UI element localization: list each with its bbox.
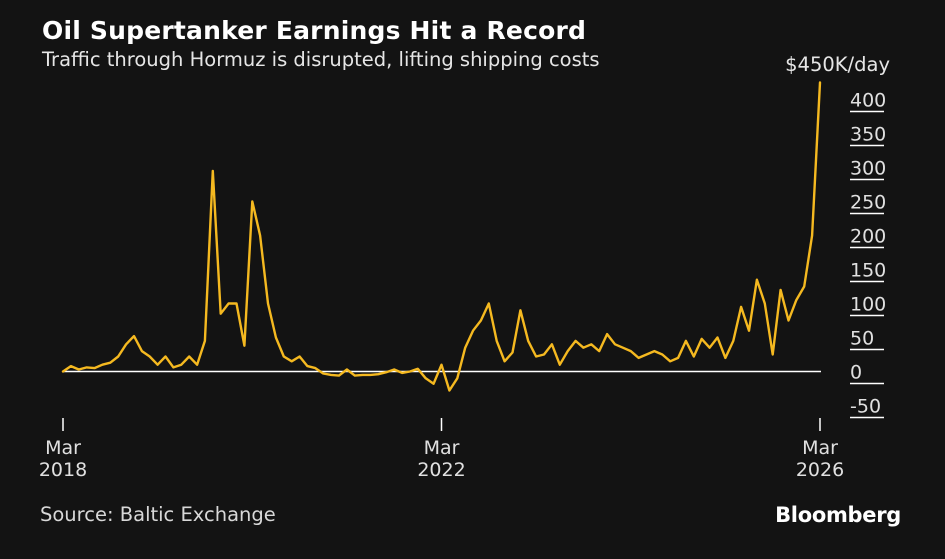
chart-subtitle: Traffic through Hormuz is disrupted, lif…	[42, 48, 600, 71]
x-tick-label: 2026	[796, 459, 844, 481]
y-tick-label: 250	[850, 192, 886, 214]
x-tick-label: Mar	[45, 437, 81, 459]
y-axis: 400 350 300 250 200 150 100 50 0 -50	[850, 90, 886, 419]
y-tick-label: 350	[850, 124, 886, 146]
source-note: Source: Baltic Exchange	[40, 503, 276, 526]
chart-title: Oil Supertanker Earnings Hit a Record	[42, 16, 587, 45]
earnings-series-line	[61, 81, 822, 392]
x-tick-label: Mar	[424, 437, 460, 459]
x-tick-label: Mar	[802, 437, 838, 459]
x-tick-label: 2018	[39, 459, 87, 481]
y-tick-label: 150	[850, 260, 886, 282]
y-tick-label: 200	[850, 226, 886, 248]
x-tick-label: 2022	[417, 459, 465, 481]
y-tick-label: -50	[850, 396, 881, 418]
y-tick-label: 300	[850, 158, 886, 180]
y-tick-label: 0	[850, 362, 862, 384]
bloomberg-logo: Bloomberg	[775, 503, 901, 527]
y-tick-label: 400	[850, 90, 886, 112]
y-tick-label: 50	[850, 328, 874, 350]
y-tick-label: 100	[850, 294, 886, 316]
y-axis-unit-label: $450K/day	[785, 53, 890, 76]
